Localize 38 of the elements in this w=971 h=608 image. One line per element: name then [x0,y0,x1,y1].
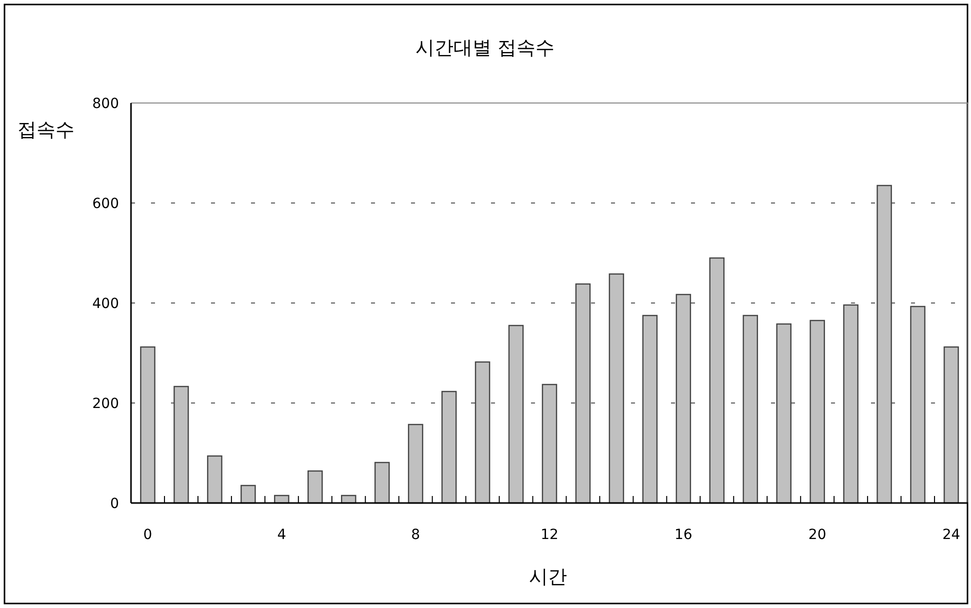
bar [944,346,959,504]
bar [709,257,725,504]
y-tick-label: 200 [92,396,119,412]
y-tick-label: 800 [92,96,119,112]
y-tick-label: 0 [110,496,119,512]
x-tick-label: 4 [277,527,286,543]
x-tick-label: 12 [540,527,558,543]
y-tick-label: 400 [92,296,119,312]
bar [910,306,926,504]
x-tick-label: 0 [143,527,152,543]
x-tick-label: 20 [808,527,826,543]
x-tick-label: 16 [674,527,692,543]
x-tick-label: 24 [942,527,960,543]
bar [374,462,390,504]
chart-title: 시간대별 접속수 [415,37,555,59]
bar [207,455,222,504]
x-tick-label: 8 [411,527,420,543]
bar [810,320,825,504]
bar [174,386,189,504]
bar [642,314,658,504]
bar [876,184,892,504]
y-axis-title: 접속수 [18,119,74,141]
bar [408,424,424,504]
bar [508,324,524,504]
bar [474,361,490,504]
bar [240,484,256,504]
bar [776,323,792,504]
bar [441,390,457,504]
bar [843,304,858,504]
bar [742,314,758,504]
x-axis-title: 시간 [529,566,567,588]
bar [308,470,323,504]
bar [140,346,156,504]
bar [575,283,591,504]
bar [608,273,624,504]
bar [676,294,692,504]
bar [542,384,558,504]
y-tick-label: 600 [92,196,119,212]
